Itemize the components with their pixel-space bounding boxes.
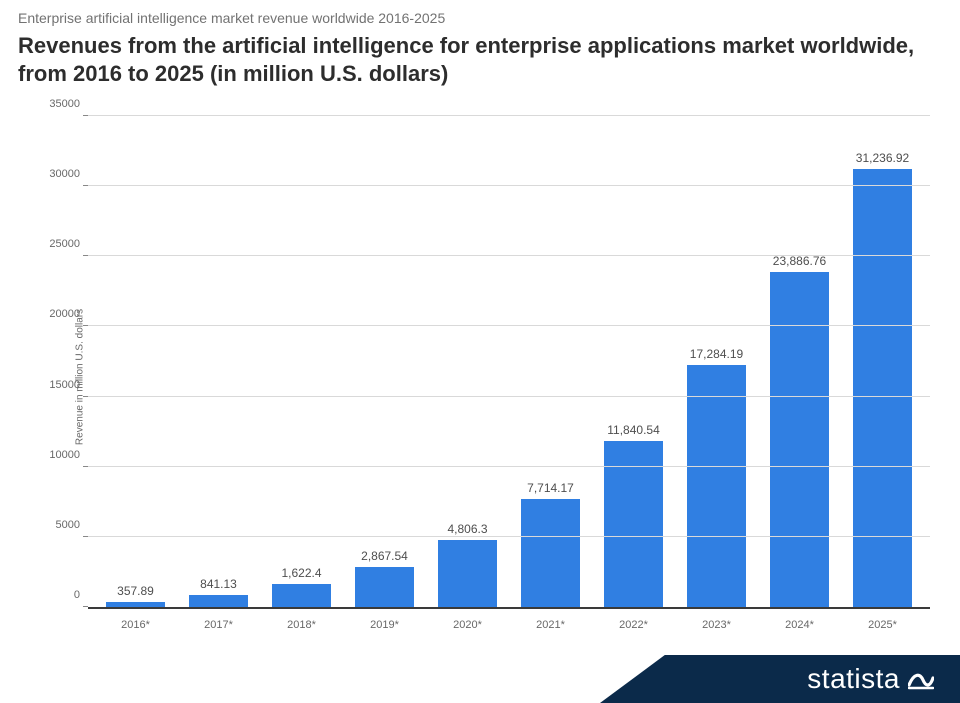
- bar: [687, 365, 745, 607]
- y-tick-mark: [83, 396, 88, 397]
- x-tick-label: 2020*: [426, 613, 509, 631]
- y-tick-label: 10000: [49, 449, 88, 461]
- y-tick-mark: [83, 466, 88, 467]
- x-tick-label: 2022*: [592, 613, 675, 631]
- bar-slot: 31,236.92: [841, 116, 924, 607]
- y-tick-mark: [83, 325, 88, 326]
- bar: [106, 602, 164, 607]
- x-tick-label: 2018*: [260, 613, 343, 631]
- x-axis-labels: 2016*2017*2018*2019*2020*2021*2022*2023*…: [88, 613, 930, 643]
- bar: [853, 169, 911, 607]
- bar-slot: 11,840.54: [592, 116, 675, 607]
- x-tick-label: 2017*: [177, 613, 260, 631]
- y-tick-label: 25000: [49, 238, 88, 250]
- bar-slot: 23,886.76: [758, 116, 841, 607]
- y-tick-label: 30000: [49, 168, 88, 180]
- x-tick-label: 2024*: [758, 613, 841, 631]
- gridline: [88, 115, 930, 116]
- plot-area: 357.89 841.13 1,622.4 2,867.54 4,806.3 7,714.…: [88, 116, 930, 609]
- bar-value-label: 31,236.92: [856, 151, 909, 165]
- y-tick-label: 5000: [56, 519, 88, 531]
- bar-slot: 1,622.4: [260, 116, 343, 607]
- bar-value-label: 2,867.54: [361, 549, 408, 563]
- chart-title: Revenues from the artificial intelligenc…: [18, 32, 918, 87]
- gridline: [88, 396, 930, 397]
- bar-slot: 357.89: [94, 116, 177, 607]
- x-tick-label: 2021*: [509, 613, 592, 631]
- bar: [355, 567, 413, 607]
- bar: [272, 584, 330, 607]
- brand-footer: statista: [600, 655, 960, 703]
- bar: [189, 595, 247, 607]
- bar-value-label: 4,806.3: [447, 522, 487, 536]
- gridline: [88, 255, 930, 256]
- bar-slot: 841.13: [177, 116, 260, 607]
- page-root: Enterprise artificial intelligence marke…: [0, 0, 960, 703]
- bar: [521, 499, 579, 607]
- y-tick-label: 15000: [49, 379, 88, 391]
- header-block: Enterprise artificial intelligence marke…: [0, 0, 960, 91]
- x-tick-label: 2025*: [841, 613, 924, 631]
- x-tick-label: 2016*: [94, 613, 177, 631]
- y-tick-mark: [83, 606, 88, 607]
- bar: [438, 540, 496, 607]
- bar-slot: 4,806.3: [426, 116, 509, 607]
- bar-value-label: 357.89: [117, 584, 154, 598]
- bar-slot: 17,284.19: [675, 116, 758, 607]
- bar-value-label: 841.13: [200, 577, 237, 591]
- brand-wave-icon: [908, 668, 934, 690]
- y-tick-mark: [83, 185, 88, 186]
- y-tick-mark: [83, 115, 88, 116]
- gridline: [88, 536, 930, 537]
- bar-slot: 7,714.17: [509, 116, 592, 607]
- gridline: [88, 325, 930, 326]
- chart-supertitle: Enterprise artificial intelligence marke…: [18, 10, 942, 26]
- bar-value-label: 1,622.4: [281, 566, 321, 580]
- y-tick-label: 0: [74, 589, 88, 601]
- brand-logo: statista: [807, 663, 934, 695]
- brand-name: statista: [807, 663, 900, 695]
- gridline: [88, 185, 930, 186]
- bar-slot: 2,867.54: [343, 116, 426, 607]
- bar: [770, 272, 828, 607]
- chart-area: Revenue in million U.S. dollars 357.89 84…: [18, 110, 942, 643]
- bar-value-label: 7,714.17: [527, 481, 574, 495]
- gridline: [88, 466, 930, 467]
- y-axis-label: Revenue in million U.S. dollars: [75, 308, 86, 444]
- y-tick-mark: [83, 255, 88, 256]
- y-tick-label: 35000: [49, 98, 88, 110]
- bar-value-label: 17,284.19: [690, 347, 743, 361]
- x-tick-label: 2023*: [675, 613, 758, 631]
- bars-row: 357.89 841.13 1,622.4 2,867.54 4,806.3 7,714.…: [88, 116, 930, 607]
- y-tick-mark: [83, 536, 88, 537]
- y-tick-label: 20000: [49, 308, 88, 320]
- bar-value-label: 11,840.54: [607, 423, 660, 437]
- x-tick-label: 2019*: [343, 613, 426, 631]
